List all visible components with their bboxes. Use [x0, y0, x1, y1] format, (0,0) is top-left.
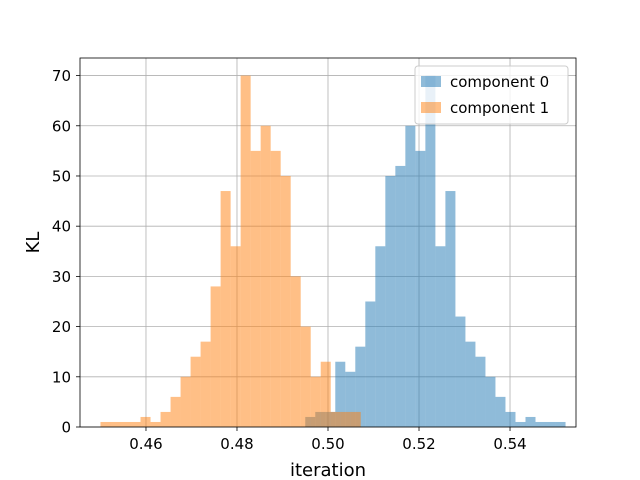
bar-series-1 [320, 361, 331, 427]
bar-series-0 [525, 416, 536, 427]
legend: component 0 component 1 [414, 65, 569, 125]
legend-label: component 0 [450, 73, 549, 91]
bar-series-0 [395, 165, 406, 427]
bar-series-1 [280, 175, 291, 427]
bar-series-1 [180, 376, 191, 427]
y-tick-label: 70 [52, 67, 71, 85]
bar-series-0 [545, 421, 556, 427]
y-tick-label: 30 [52, 268, 71, 286]
bar-series-1 [150, 421, 161, 427]
bar-series-1 [110, 421, 121, 427]
bar-series-1 [250, 150, 261, 427]
bar-series-0 [475, 356, 486, 427]
bar-series-1 [100, 421, 111, 427]
bar-series-0 [495, 396, 506, 427]
y-axis-label: KL [23, 232, 44, 254]
bar-series-0 [405, 125, 416, 427]
legend-box [414, 65, 569, 125]
y-tick-label: 0 [61, 419, 71, 437]
x-tick-label: 0.52 [402, 435, 435, 453]
bar-series-1 [350, 411, 361, 427]
legend-label: component 1 [450, 99, 549, 117]
bar-series-0 [425, 75, 436, 428]
bar-series-1 [300, 326, 311, 427]
x-tick-label: 0.46 [129, 435, 162, 453]
bar-series-0 [355, 346, 366, 427]
x-tick-label: 0.54 [493, 435, 526, 453]
bar-series-1 [210, 286, 221, 427]
y-tick-label: 10 [52, 368, 71, 386]
bar-series-1 [190, 356, 201, 427]
bar-series-0 [445, 191, 456, 427]
bar-series-0 [335, 361, 346, 427]
bar-series-1 [330, 411, 341, 427]
bar-series-0 [505, 411, 516, 427]
bar-series-1 [270, 150, 281, 427]
bar-series-1 [290, 276, 301, 427]
bar-series-0 [455, 316, 466, 427]
bars [100, 75, 566, 428]
bar-series-0 [435, 246, 446, 427]
legend-swatch [421, 76, 441, 87]
y-tick-label: 50 [52, 167, 71, 185]
bar-series-0 [555, 421, 566, 427]
bar-series-1 [310, 376, 321, 427]
bar-series-0 [385, 175, 396, 427]
bar-series-1 [230, 246, 241, 427]
legend-swatch [421, 102, 441, 113]
y-axis-ticks: 0 10 20 30 40 50 60 70 [52, 67, 80, 437]
x-axis-ticks: 0.46 0.48 0.50 0.52 0.54 [129, 427, 527, 453]
bar-series-1 [160, 411, 171, 427]
x-tick-label: 0.50 [311, 435, 344, 453]
bar-series-1 [340, 411, 351, 427]
bar-series-1 [200, 341, 211, 427]
bar-series-1 [260, 125, 271, 427]
bar-series-0 [365, 301, 376, 427]
bar-series-0 [415, 150, 426, 427]
bar-series-1 [220, 191, 231, 427]
bar-series-0 [515, 421, 526, 427]
bar-series-0 [345, 371, 356, 427]
bar-series-1 [140, 416, 151, 427]
bar-series-1 [130, 421, 141, 427]
bar-series-1 [120, 421, 131, 427]
x-tick-label: 0.48 [220, 435, 253, 453]
bar-series-1 [170, 396, 181, 427]
x-axis-label: iteration [290, 460, 366, 480]
grid [80, 58, 576, 428]
bar-series-0 [465, 341, 476, 427]
bar-series-1 [240, 75, 251, 428]
y-tick-label: 60 [52, 117, 71, 135]
bar-series-0 [485, 376, 496, 427]
bar-series-0 [375, 246, 386, 427]
y-tick-label: 40 [52, 218, 71, 236]
bar-series-0 [535, 421, 546, 427]
y-tick-label: 20 [52, 318, 71, 336]
